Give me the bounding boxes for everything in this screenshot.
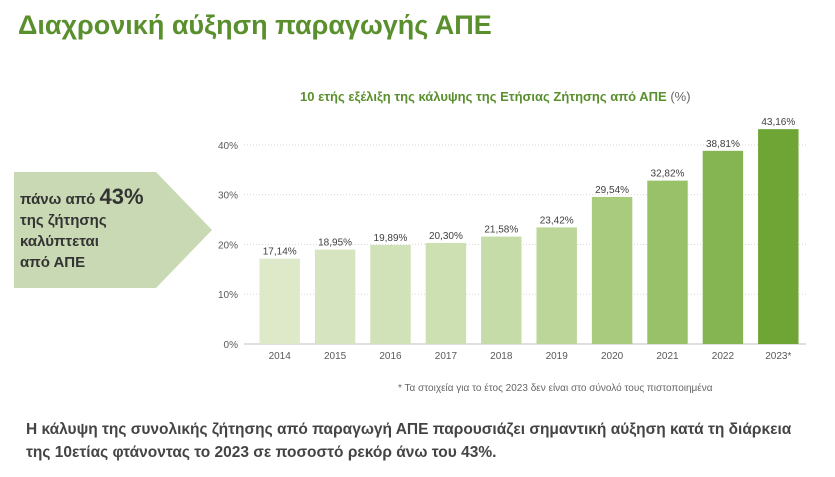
data-label: 20,30%	[429, 231, 463, 242]
data-label: 23,42%	[540, 215, 574, 226]
bar	[370, 244, 411, 344]
bar	[536, 227, 577, 344]
data-label: 43,16%	[761, 117, 795, 128]
y-tick-label: 40%	[218, 141, 238, 152]
callout-prefix: πάνω από	[20, 191, 100, 208]
bar	[758, 129, 799, 344]
x-tick-label: 2020	[601, 351, 624, 362]
bar	[259, 258, 300, 344]
data-label: 29,54%	[595, 185, 629, 196]
x-tick-label: 2018	[490, 351, 513, 362]
callout-highlight: 43%	[99, 184, 144, 209]
bar	[314, 249, 356, 344]
x-tick-label: 2022	[712, 351, 735, 362]
chart-title-unit: (%)	[670, 89, 691, 104]
data-label: 21,58%	[484, 225, 518, 236]
page-title: Διαχρονική αύξηση παραγωγής ΑΠΕ	[18, 10, 492, 40]
y-tick-label: 10%	[218, 290, 238, 301]
chart-title-text: 10 ετής εξέλιξη της κάλυψης της Ετήσιας …	[300, 89, 667, 104]
chart-title: 10 ετής εξέλιξη της κάλυψης της Ετήσιας …	[300, 89, 691, 104]
x-tick-label: 2016	[379, 351, 402, 362]
bar	[647, 180, 688, 344]
x-tick-label: 2021	[656, 351, 679, 362]
x-tick-label: 2017	[435, 351, 458, 362]
data-label: 18,95%	[318, 238, 352, 249]
bar	[591, 196, 633, 344]
x-tick-label: 2019	[546, 351, 569, 362]
data-label: 19,89%	[374, 233, 408, 244]
y-tick-label: 30%	[218, 191, 238, 202]
bar	[481, 236, 522, 344]
data-label: 38,81%	[706, 139, 740, 150]
data-label: 17,14%	[263, 247, 297, 258]
y-tick-label: 0%	[224, 340, 239, 351]
callout-text: πάνω από 43% της ζήτησης καλύπτεται από …	[20, 186, 144, 273]
highlight-callout: πάνω από 43% της ζήτησης καλύπτεται από …	[14, 172, 214, 288]
bar	[425, 242, 467, 344]
summary-text: Η κάλυψη της συνολικής ζήτησης από παραγ…	[26, 421, 792, 461]
x-tick-label: 2014	[269, 351, 292, 362]
callout-line-3: καλύπτεται	[20, 233, 99, 250]
x-tick-label: 2023*	[765, 351, 791, 362]
callout-line-2: της ζήτησης	[20, 212, 107, 229]
callout-line-4: από ΑΠΕ	[20, 254, 86, 271]
callout-arrow-shape	[14, 172, 212, 288]
data-label: 32,82%	[651, 169, 685, 180]
chart-footnote: * Τα στοιχεία για το έτος 2023 δεν είναι…	[398, 383, 713, 394]
x-tick-label: 2015	[324, 351, 347, 362]
bar	[702, 150, 744, 344]
y-tick-label: 20%	[218, 240, 238, 251]
bar-chart: 0% 10% 20% 30% 40% 17,14% 2014 18,95% 2015 19,89%…	[218, 117, 806, 362]
